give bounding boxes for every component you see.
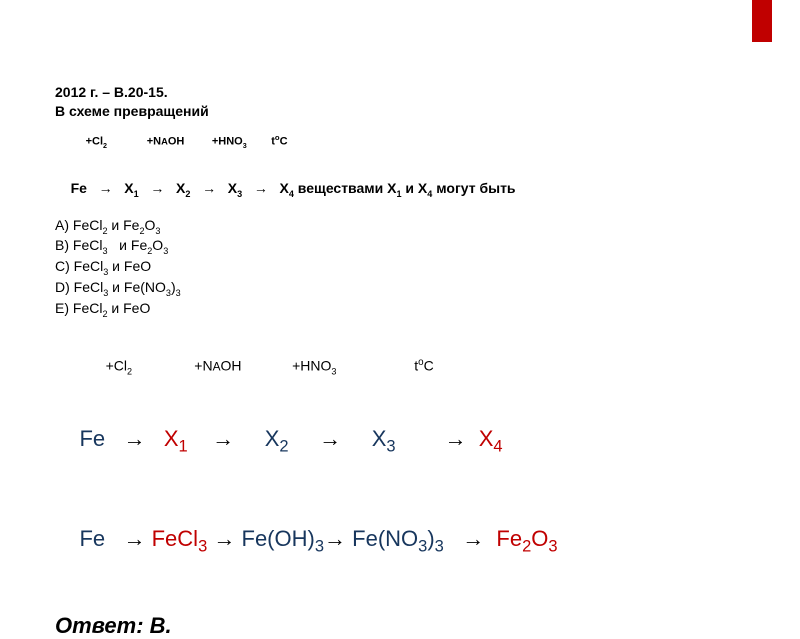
slide-content: 2012 г. – В.20-15. В схеме превращений +… (0, 0, 800, 639)
accent-bar (752, 0, 772, 42)
option-e: E) FeCl2 и FeO (55, 300, 745, 319)
big-conditions: +Cl2 +NAOH +HNO3 toC (55, 341, 745, 392)
answer: Ответ: В. (55, 613, 745, 639)
small-scheme: Fe → X1 → X2 → X3 → X4 веществами X1 и X… (55, 164, 745, 215)
big-scheme: Fe → X1 → X2 → X3 → X4 (55, 400, 745, 482)
option-a: A) FeCl2 и Fe2O3 (55, 217, 745, 236)
big-result: Fe → FeCl3 → Fe(OH)3→ Fe(NO3)3 → Fe2O3 (55, 500, 745, 582)
problem-intro: В схеме превращений (55, 103, 745, 119)
problem-ref: 2012 г. – В.20-15. (55, 84, 745, 100)
option-b: B) FeCl3 и Fe2O3 (55, 237, 745, 256)
option-d: D) FeCl3 и Fe(NO3)3 (55, 279, 745, 298)
small-conditions: +Cl2 +NAOH +HNO3 toC (55, 121, 745, 162)
option-c: C) FeCl3 и FeO (55, 258, 745, 277)
